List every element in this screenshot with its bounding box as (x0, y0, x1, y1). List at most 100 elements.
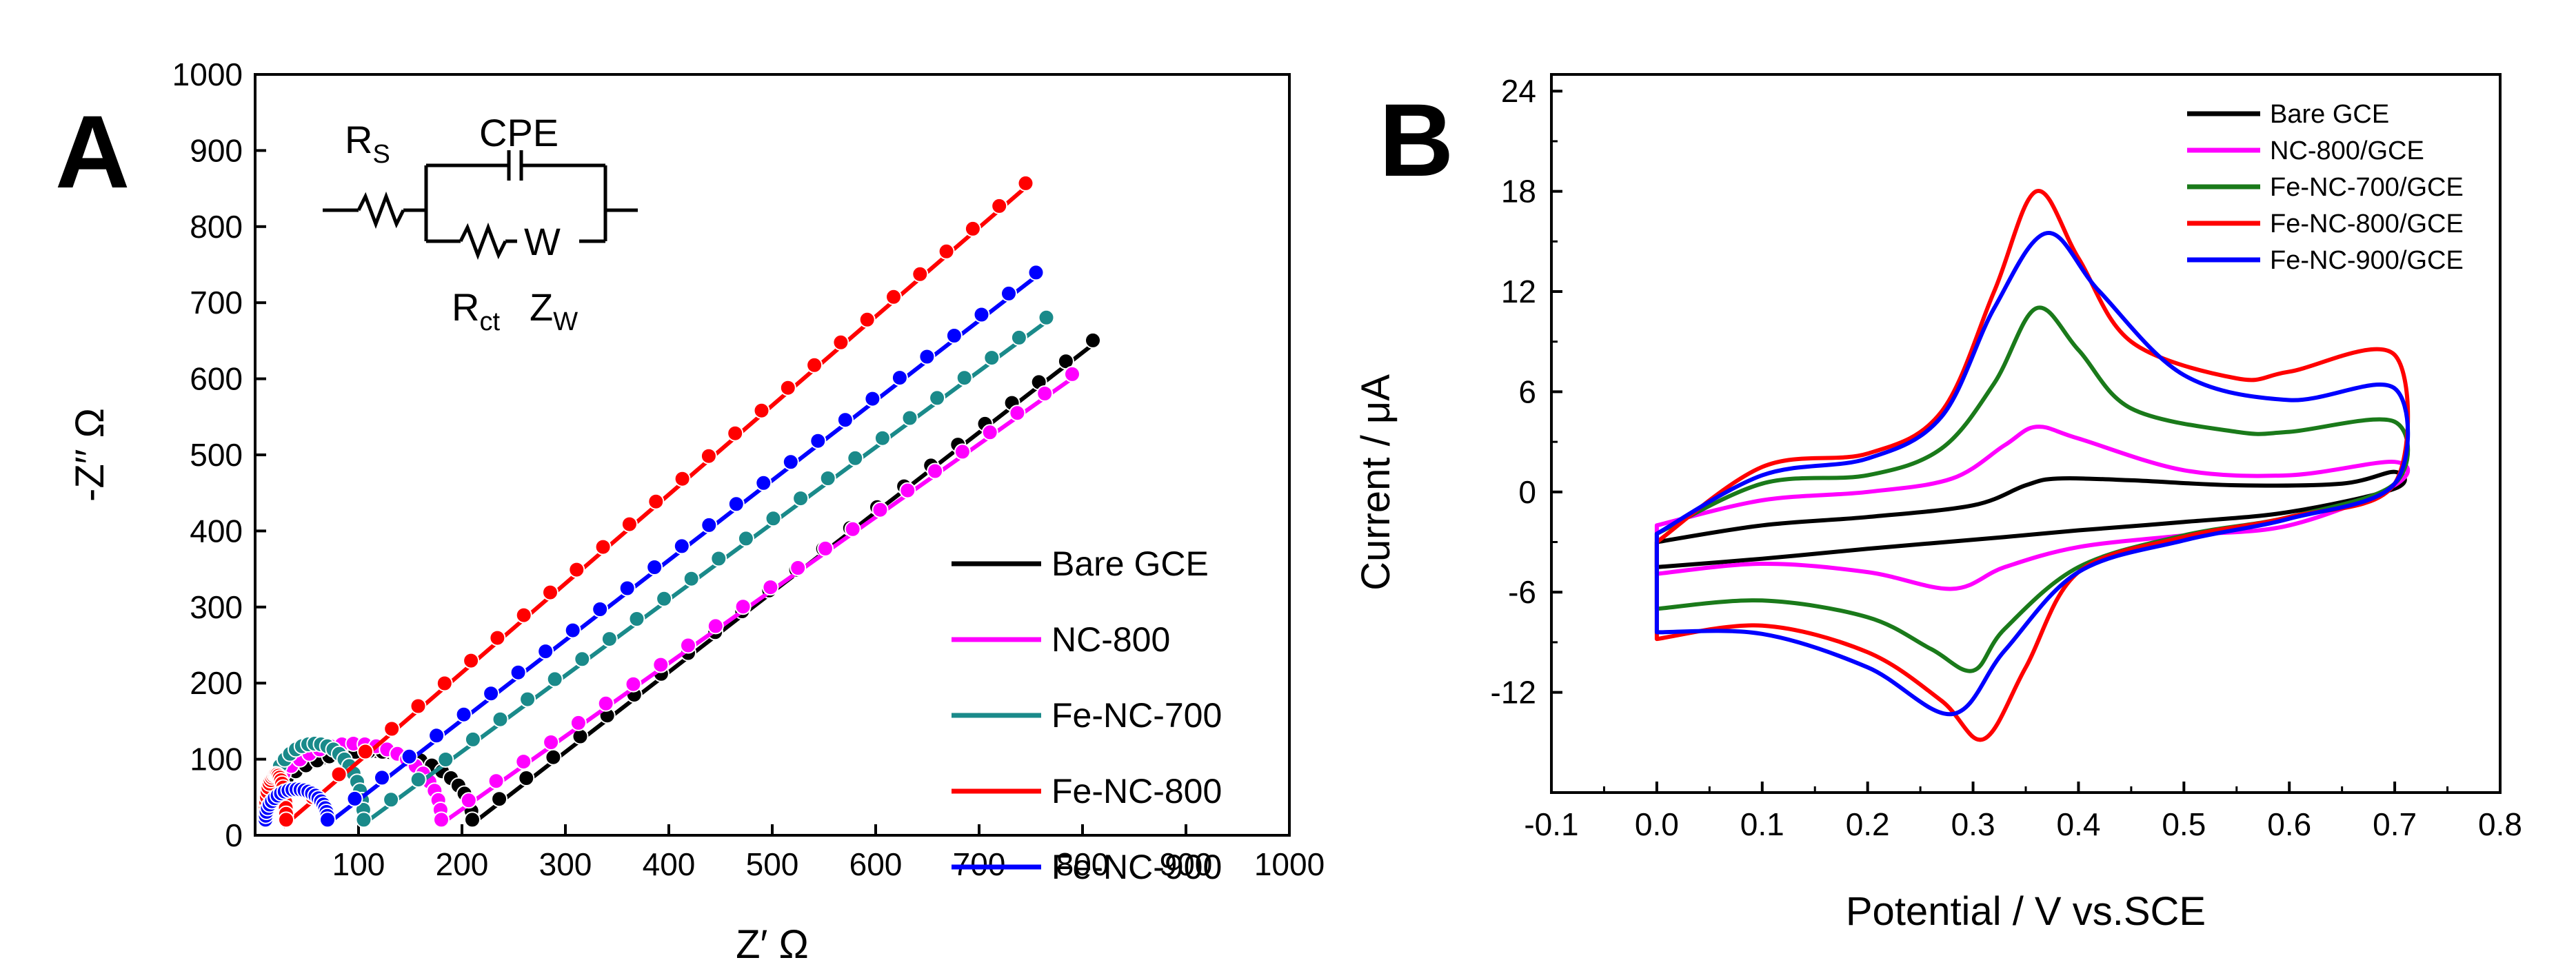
data-point (464, 731, 481, 748)
data-point (885, 288, 902, 305)
data-point (753, 402, 770, 419)
series-fe-nc-800 (257, 174, 1034, 828)
data-point (1027, 264, 1045, 281)
data-point (656, 590, 673, 607)
data-point (765, 510, 782, 527)
cv-curve-fe-nc-900-gce (1654, 231, 2411, 717)
circuit-rs-label: RS (345, 118, 390, 169)
data-point (515, 753, 532, 771)
y-tick-label: 500 (190, 437, 243, 473)
data-point (487, 773, 505, 790)
y-tick-label: 200 (190, 665, 243, 701)
data-point (673, 538, 690, 555)
data-point (330, 766, 348, 783)
circuit-w-label: W (524, 220, 561, 263)
data-point (570, 714, 587, 731)
data-point (912, 265, 929, 283)
data-point (1000, 285, 1017, 302)
y-tick-label: 0 (1518, 474, 1536, 510)
circuit-cpe-label: CPE (479, 111, 559, 154)
data-point (519, 691, 536, 708)
legend-label: Fe-NC-700/GCE (2270, 173, 2464, 202)
panel-b-letter: B (1379, 82, 1453, 198)
legend-label: Fe-NC-900/GCE (2270, 246, 2464, 275)
data-point (564, 622, 581, 639)
data-point (374, 769, 390, 786)
data-point (592, 601, 609, 618)
data-point (981, 424, 998, 441)
data-point (1010, 329, 1027, 346)
cv-curve-bare-gce (1654, 469, 2407, 569)
data-point (483, 685, 500, 702)
y-tick-label: 6 (1518, 374, 1536, 409)
data-point (646, 559, 663, 575)
x-tick-label: 0.3 (1951, 806, 1995, 842)
x-tick-label: 0.6 (2267, 806, 2311, 842)
panel-a-x-axis-label: Z′ Ω (736, 922, 809, 967)
panel-a-eis-chart: A 100 200 300 400 500 600 700 800 900 1000 0 100 200… (55, 57, 1325, 967)
data-point (1009, 405, 1026, 422)
data-point (844, 520, 861, 538)
data-point (929, 389, 946, 407)
data-point (1036, 385, 1054, 402)
data-point (973, 306, 990, 323)
data-point (779, 379, 796, 396)
legend-label: Fe-NC-800 (1051, 772, 1222, 810)
legend-label: Bare GCE (1051, 544, 1209, 583)
data-point (545, 748, 562, 766)
panel-a-axes: 100 200 300 400 500 600 700 800 900 1000 0 100 200 30… (172, 57, 1325, 882)
data-point (491, 790, 508, 808)
data-point (991, 197, 1008, 214)
data-point (701, 516, 718, 533)
data-point (460, 792, 477, 809)
x-tick-label: 300 (539, 846, 592, 882)
y-tick-label: 1000 (172, 57, 243, 92)
x-tick-label: 700 (953, 846, 1006, 882)
y-tick-label: 800 (190, 209, 243, 245)
data-point (594, 538, 612, 555)
data-point (518, 770, 535, 786)
data-point (1038, 309, 1055, 326)
legend-label: Fe-NC-900 (1051, 848, 1222, 886)
data-point (621, 516, 638, 533)
legend-label: NC-800 (1051, 620, 1170, 659)
data-point (945, 327, 963, 344)
equivalent-circuit-inset (323, 150, 638, 261)
y-tick-label: -12 (1491, 675, 1536, 711)
legend-label: NC-800/GCE (2270, 136, 2424, 165)
data-point (410, 697, 427, 715)
y-tick-label: 12 (1501, 274, 1536, 309)
data-point (899, 482, 916, 499)
data-point (510, 664, 527, 681)
data-point (628, 611, 645, 627)
data-point (383, 791, 400, 808)
data-point (864, 390, 881, 407)
data-point (546, 671, 563, 688)
data-point (356, 743, 374, 760)
y-tick-label: 18 (1501, 174, 1536, 210)
data-point (515, 606, 532, 624)
x-tick-label: 0.4 (2056, 806, 2100, 842)
circuit-rct-label: Rct (452, 285, 500, 336)
data-point (874, 429, 891, 447)
cv-curve-fe-nc-800-gce (1654, 189, 2411, 742)
data-point (319, 811, 336, 828)
data-point (792, 490, 809, 507)
data-point (938, 243, 955, 260)
y-tick-label: 300 (190, 589, 243, 625)
data-point (983, 349, 1000, 367)
x-tick-label: 0.1 (1740, 806, 1784, 842)
data-point (901, 409, 918, 427)
y-tick-label: 24 (1501, 73, 1536, 109)
panel-a-series (257, 174, 1101, 828)
data-point (872, 501, 889, 518)
legend-label: Bare GCE (2270, 100, 2389, 129)
panel-b-y-axis-label: Current / μA (1354, 374, 1398, 591)
data-point (574, 651, 591, 668)
data-point (601, 631, 618, 648)
panel-a-y-axis-label: -Z′′ Ω (68, 408, 112, 502)
data-point (737, 530, 754, 547)
x-tick-label: 600 (849, 846, 903, 882)
data-point (542, 584, 559, 601)
